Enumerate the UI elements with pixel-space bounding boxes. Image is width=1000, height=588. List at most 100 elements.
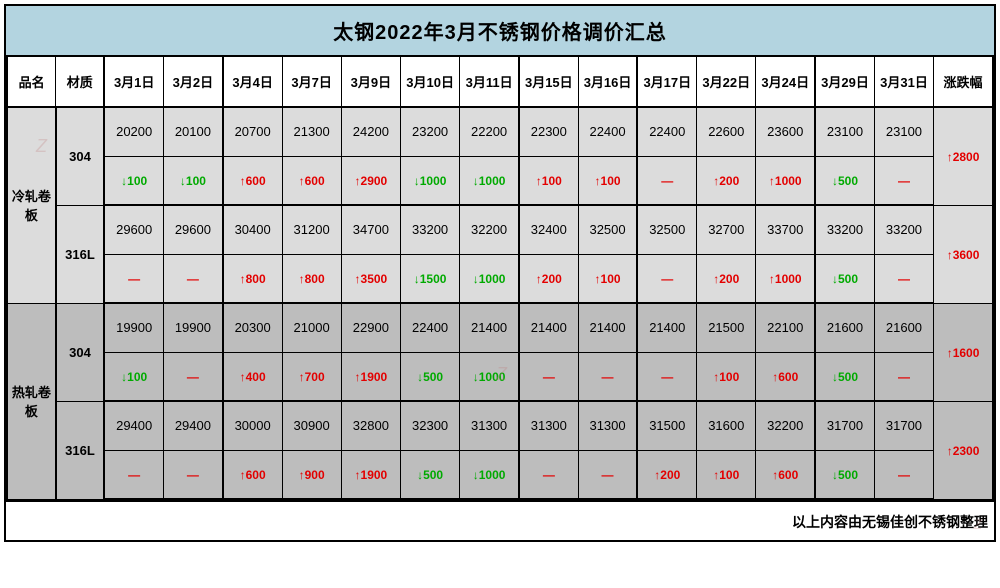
- column-header: 3月2日: [164, 57, 223, 107]
- price-table: 品名材质3月1日3月2日3月4日3月7日3月9日3月10日3月11日3月15日3…: [6, 57, 994, 500]
- price-cell: 33700: [756, 205, 815, 254]
- delta-cell: ↑1900: [341, 352, 400, 401]
- column-header: 3月22日: [697, 57, 756, 107]
- table-row: 316L294002940030000309003280032300313003…: [7, 401, 993, 450]
- column-header: 3月10日: [400, 57, 459, 107]
- delta-value: —: [187, 468, 199, 482]
- price-cell: 21300: [282, 107, 341, 156]
- delta-value: —: [661, 272, 673, 286]
- delta-cell: ↑100: [697, 450, 756, 499]
- change-cell: ↑3600: [934, 205, 993, 303]
- delta-cell: —: [164, 352, 223, 401]
- delta-value: ↓500: [832, 370, 858, 384]
- table-row: 冷轧卷板304202002010020700213002420023200222…: [7, 107, 993, 156]
- delta-cell: ↑600: [756, 352, 815, 401]
- column-header: 3月1日: [104, 57, 163, 107]
- price-cell: 31300: [519, 401, 578, 450]
- price-cell: 30000: [223, 401, 282, 450]
- delta-cell: ↓500: [815, 352, 874, 401]
- delta-cell: ↓1500: [400, 254, 459, 303]
- price-cell: 20700: [223, 107, 282, 156]
- price-cell: 21500: [697, 303, 756, 352]
- price-cell: 23200: [400, 107, 459, 156]
- delta-cell: ↓100: [104, 156, 163, 205]
- delta-value: ↑400: [240, 370, 266, 384]
- delta-value: —: [898, 370, 910, 384]
- delta-value: ↑1600: [947, 346, 980, 360]
- delta-cell: ↑800: [282, 254, 341, 303]
- delta-cell: ↓500: [400, 352, 459, 401]
- delta-cell: —: [104, 450, 163, 499]
- delta-cell: ↑400: [223, 352, 282, 401]
- table-row: ↓100—↑400↑700↑1900↓500↓1000———↑100↑600↓5…: [7, 352, 993, 401]
- delta-cell: —: [637, 352, 696, 401]
- delta-value: ↓1500: [414, 272, 447, 286]
- price-cell: 21400: [519, 303, 578, 352]
- delta-value: ↑1900: [355, 468, 388, 482]
- price-cell: 33200: [815, 205, 874, 254]
- delta-value: ↓1000: [473, 272, 506, 286]
- delta-value: —: [661, 174, 673, 188]
- delta-value: ↑100: [595, 174, 621, 188]
- delta-cell: —: [874, 352, 933, 401]
- column-header: 3月17日: [637, 57, 696, 107]
- delta-value: —: [602, 468, 614, 482]
- delta-cell: ↓1000: [460, 156, 519, 205]
- table-row: ↓100↓100↑600↑600↑2900↓1000↓1000↑100↑100—…: [7, 156, 993, 205]
- delta-value: ↑200: [713, 174, 739, 188]
- price-cell: 20300: [223, 303, 282, 352]
- delta-value: ↓100: [121, 174, 147, 188]
- material-label: 316L: [56, 205, 105, 303]
- column-header: 品名: [7, 57, 56, 107]
- price-cell: 31200: [282, 205, 341, 254]
- column-header: 3月15日: [519, 57, 578, 107]
- product-name: 冷轧卷板: [7, 107, 56, 303]
- delta-value: ↑3500: [355, 272, 388, 286]
- price-cell: 31700: [874, 401, 933, 450]
- price-cell: 22100: [756, 303, 815, 352]
- price-cell: 32400: [519, 205, 578, 254]
- price-cell: 31500: [637, 401, 696, 450]
- delta-value: ↑600: [772, 370, 798, 384]
- delta-value: ↓1000: [473, 370, 506, 384]
- delta-value: ↑900: [299, 468, 325, 482]
- delta-value: ↑1000: [769, 174, 802, 188]
- delta-value: ↓1000: [473, 174, 506, 188]
- column-header: 材质: [56, 57, 105, 107]
- price-cell: 32300: [400, 401, 459, 450]
- price-cell: 32500: [578, 205, 637, 254]
- delta-cell: —: [637, 254, 696, 303]
- delta-cell: ↑1900: [341, 450, 400, 499]
- delta-value: ↑100: [536, 174, 562, 188]
- delta-value: —: [898, 468, 910, 482]
- table-row: ——↑600↑900↑1900↓500↓1000——↑200↑100↑600↓5…: [7, 450, 993, 499]
- price-cell: 33200: [874, 205, 933, 254]
- delta-value: ↑100: [713, 468, 739, 482]
- delta-cell: ↓500: [400, 450, 459, 499]
- delta-cell: ↑1000: [756, 254, 815, 303]
- price-cell: 32700: [697, 205, 756, 254]
- price-cell: 31300: [460, 401, 519, 450]
- delta-value: ↑600: [240, 174, 266, 188]
- delta-value: ↑1000: [769, 272, 802, 286]
- delta-value: ↑3600: [947, 248, 980, 262]
- price-cell: 20200: [104, 107, 163, 156]
- price-cell: 22600: [697, 107, 756, 156]
- delta-cell: —: [637, 156, 696, 205]
- delta-value: —: [543, 370, 555, 384]
- delta-cell: ↓1000: [460, 352, 519, 401]
- column-header: 3月11日: [460, 57, 519, 107]
- delta-value: ↑100: [595, 272, 621, 286]
- delta-value: ↓100: [180, 174, 206, 188]
- column-header: 3月16日: [578, 57, 637, 107]
- delta-value: ↑600: [299, 174, 325, 188]
- delta-cell: —: [164, 450, 223, 499]
- delta-cell: ↑600: [756, 450, 815, 499]
- material-label: 304: [56, 107, 105, 205]
- price-cell: 21400: [637, 303, 696, 352]
- price-cell: 21600: [815, 303, 874, 352]
- delta-cell: ↑100: [578, 254, 637, 303]
- column-header: 3月31日: [874, 57, 933, 107]
- delta-cell: ↑100: [519, 156, 578, 205]
- delta-cell: ↓100: [164, 156, 223, 205]
